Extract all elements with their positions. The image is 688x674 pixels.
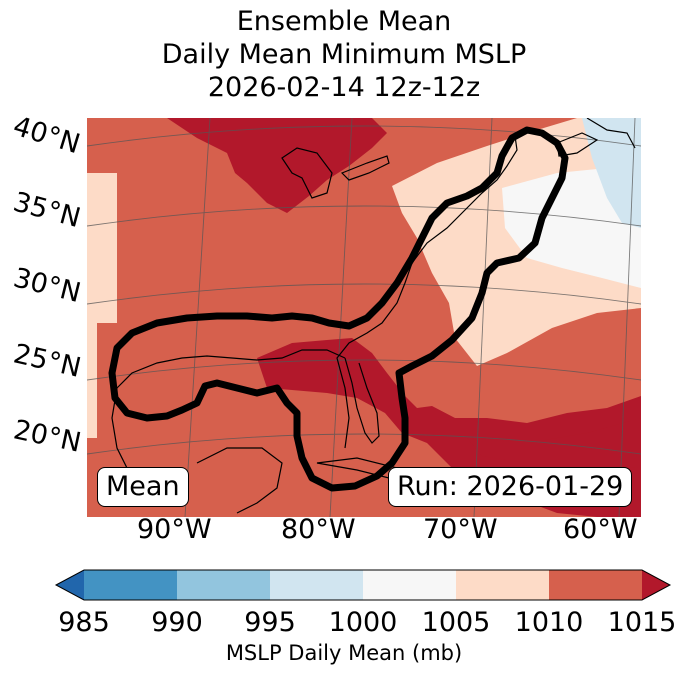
mslp-field-great-lakes-1010-1015	[167, 118, 387, 213]
colorbar-tick-985: 985	[58, 607, 110, 638]
colorbar-label: MSLP Daily Mean (mb)	[225, 641, 463, 665]
title-line-1: Ensemble Mean	[236, 6, 452, 37]
colorbar-extend-low	[56, 570, 84, 600]
colorbar-bin-1010-1015	[549, 570, 643, 600]
lat-label-30: 30°N	[10, 262, 84, 310]
lon-label-70w: 70°W	[423, 514, 498, 545]
lat-label-35: 35°N	[9, 186, 84, 235]
lat-label-40: 40°N	[9, 110, 84, 161]
title-line-3: 2026-02-14 12z-12z	[207, 72, 481, 103]
map-panel: Mean Run: 2026-01-29	[87, 118, 641, 517]
colorbar-bin-1000-1005	[363, 570, 457, 600]
lat-label-20: 20°N	[10, 414, 84, 459]
colorbar-tick-1005: 1005	[421, 607, 491, 638]
colorbar-extend-high	[642, 570, 670, 600]
graticule	[87, 118, 641, 517]
colorbar-tick-1000: 1000	[328, 607, 398, 638]
colorbar	[54, 569, 672, 601]
mslp-map	[87, 118, 641, 517]
lon-label-90w: 90°W	[137, 514, 212, 545]
coastline-gulf	[111, 349, 346, 504]
colorbar-tick-1015: 1015	[607, 607, 677, 638]
coastline-great-lakes	[281, 147, 333, 199]
coastline-lake-erie	[340, 155, 390, 181]
mslp-field-990-995-corner	[582, 118, 641, 228]
colorbar-tick-1010: 1010	[514, 607, 584, 638]
colorbar-bin-990-995	[177, 570, 271, 600]
coastline-nova-scotia	[556, 132, 599, 157]
colorbar-bin-995-1000	[270, 570, 364, 600]
meridian-80	[329, 118, 353, 517]
coastline-florida	[344, 357, 380, 444]
coastline-yucatan	[196, 447, 283, 514]
colorbar-bin-1005-1010	[456, 570, 550, 600]
colorbar-outline	[54, 569, 672, 601]
parallel-25	[87, 359, 641, 381]
lat-label-25: 25°N	[10, 338, 84, 384]
title-line-2: Daily Mean Minimum MSLP	[161, 39, 527, 70]
mslp-contour-outline	[108, 126, 569, 492]
parallel-30	[87, 283, 641, 305]
lon-label-80w: 80°W	[281, 514, 356, 545]
colorbar-bin-985-990	[84, 570, 178, 600]
colorbar-tick-995: 995	[244, 607, 296, 638]
parallel-35	[87, 205, 641, 227]
parallel-40	[87, 125, 641, 147]
parallel-20	[87, 433, 641, 455]
lon-label-60w: 60°W	[563, 514, 638, 545]
mslp-field-1005-1010-west	[87, 173, 117, 438]
mean-label-box: Mean	[97, 467, 189, 507]
coastline-maritimes	[586, 118, 636, 149]
meridian-60	[618, 118, 636, 517]
run-date-label-box: Run: 2026-01-29	[388, 467, 633, 507]
colorbar-tick-990: 990	[151, 607, 203, 638]
